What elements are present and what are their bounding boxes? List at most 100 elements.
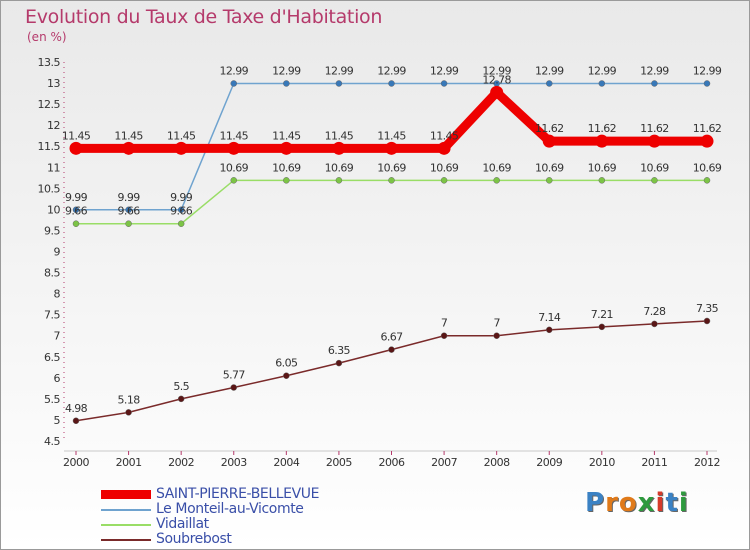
chart-subtitle: (en %) (27, 30, 67, 44)
data-point (703, 317, 711, 325)
data-label: 12.78 (482, 73, 511, 86)
y-tick-label: 4.5 (44, 435, 60, 448)
data-label: 10.69 (377, 161, 406, 174)
y-tick-label: 11 (47, 161, 60, 174)
data-point (174, 141, 188, 155)
data-label: 9.99 (118, 191, 141, 204)
legend: SAINT-PIERRE-BELLEVUE Le Monteil-au-Vicom… (101, 487, 319, 547)
data-label: 7 (493, 317, 500, 330)
legend-item: SAINT-PIERRE-BELLEVUE (101, 487, 319, 502)
data-label: 12.99 (272, 64, 301, 77)
x-tick-label: 2001 (116, 456, 142, 469)
data-point (703, 80, 711, 87)
legend-swatch (101, 538, 151, 541)
data-label: 5.5 (173, 380, 189, 393)
data-label: 7.21 (591, 308, 613, 321)
data-label: 11.45 (377, 129, 406, 142)
data-point (125, 220, 132, 227)
data-point (490, 85, 504, 99)
y-tick-label: 7 (54, 330, 61, 343)
y-tick-label: 6.5 (44, 351, 60, 364)
data-point (335, 177, 343, 184)
y-tick-label: 6 (54, 372, 61, 385)
y-tick-label: 11.5 (38, 140, 61, 153)
data-label: 7.35 (696, 302, 719, 315)
y-tick-label: 7.5 (44, 309, 60, 322)
data-label: 6.35 (328, 344, 351, 357)
data-label: 10.69 (693, 161, 722, 174)
data-label: 5.18 (118, 393, 141, 406)
data-point (332, 141, 346, 155)
brand-logo: Proxiti (585, 488, 689, 518)
brand-letter: t (665, 488, 679, 518)
data-label: 10.69 (482, 161, 511, 174)
data-label: 11.62 (640, 122, 669, 135)
data-point (283, 177, 290, 184)
x-tick-label: 2000 (63, 456, 89, 469)
data-label: 10.69 (272, 161, 301, 174)
data-point (700, 134, 714, 148)
data-point (283, 372, 290, 379)
data-point (647, 134, 661, 148)
data-label: 10.69 (535, 161, 564, 174)
data-point (595, 134, 609, 148)
data-point (177, 395, 185, 403)
data-point (279, 141, 293, 155)
data-point (651, 80, 658, 87)
data-point (283, 80, 290, 87)
y-tick-label: 9.5 (44, 224, 60, 237)
x-tick-label: 2004 (273, 456, 299, 469)
data-point (598, 177, 606, 184)
data-point (598, 80, 606, 87)
legend-swatch (101, 508, 151, 511)
legend-item: Soubrebost (101, 532, 319, 547)
brand-letter: o (618, 488, 638, 518)
y-tick-label: 10.5 (38, 182, 61, 195)
y-tick-label: 5.5 (44, 393, 60, 406)
data-label: 11.62 (535, 122, 564, 135)
data-label: 9.99 (170, 191, 193, 204)
data-point (72, 417, 80, 425)
data-label: 12.99 (640, 64, 669, 77)
data-point (388, 346, 395, 353)
data-label: 7 (441, 317, 448, 330)
data-point (440, 80, 448, 87)
brand-letter: i (655, 488, 666, 518)
brand-letter: r (605, 488, 619, 518)
x-tick-label: 2007 (431, 456, 457, 469)
data-label: 11.45 (114, 129, 143, 142)
y-tick-label: 9 (54, 246, 61, 259)
data-label: 5.77 (223, 369, 246, 382)
data-point (69, 141, 83, 155)
x-tick-label: 2010 (589, 456, 615, 469)
x-tick-label: 2002 (168, 456, 194, 469)
data-point (385, 141, 398, 155)
legend-label: Vidaillat (156, 516, 209, 532)
y-tick-label: 8 (54, 288, 61, 301)
legend-swatch (101, 490, 151, 499)
data-point (651, 177, 658, 184)
data-point (440, 332, 448, 339)
data-label: 10.69 (588, 161, 617, 174)
data-label: 12.99 (220, 64, 249, 77)
legend-label: Le Monteil-au-Vicomte (156, 501, 304, 517)
data-label: 10.69 (325, 161, 354, 174)
data-label: 7.28 (643, 305, 666, 318)
data-label: 7.14 (538, 311, 561, 324)
data-label: 12.99 (535, 64, 564, 77)
data-point (546, 80, 553, 87)
data-point (493, 177, 500, 184)
data-point (177, 206, 185, 214)
data-label: 9.66 (65, 205, 88, 218)
data-point (125, 206, 132, 214)
data-label: 11.45 (167, 129, 196, 142)
data-point (230, 177, 237, 184)
legend-item: Le Monteil-au-Vicomte (101, 502, 319, 517)
data-point (388, 80, 395, 87)
x-tick-label: 2011 (641, 456, 667, 469)
data-label: 10.69 (640, 161, 669, 174)
data-label: 6.67 (380, 331, 403, 344)
data-point (546, 326, 553, 334)
data-point (72, 220, 80, 227)
